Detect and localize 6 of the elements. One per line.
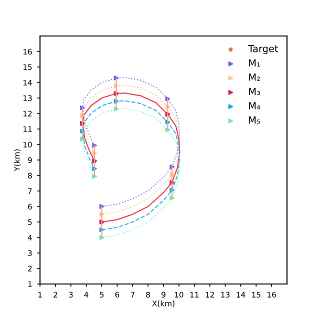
legend-label: M₅ [249, 116, 260, 124]
legend-label: Target [248, 45, 278, 54]
legend-label: M₄ [249, 102, 260, 110]
legend-label: M₁ [249, 59, 260, 66]
legend-label: M₂ [249, 74, 260, 81]
legend-label: M₃ [249, 88, 260, 96]
